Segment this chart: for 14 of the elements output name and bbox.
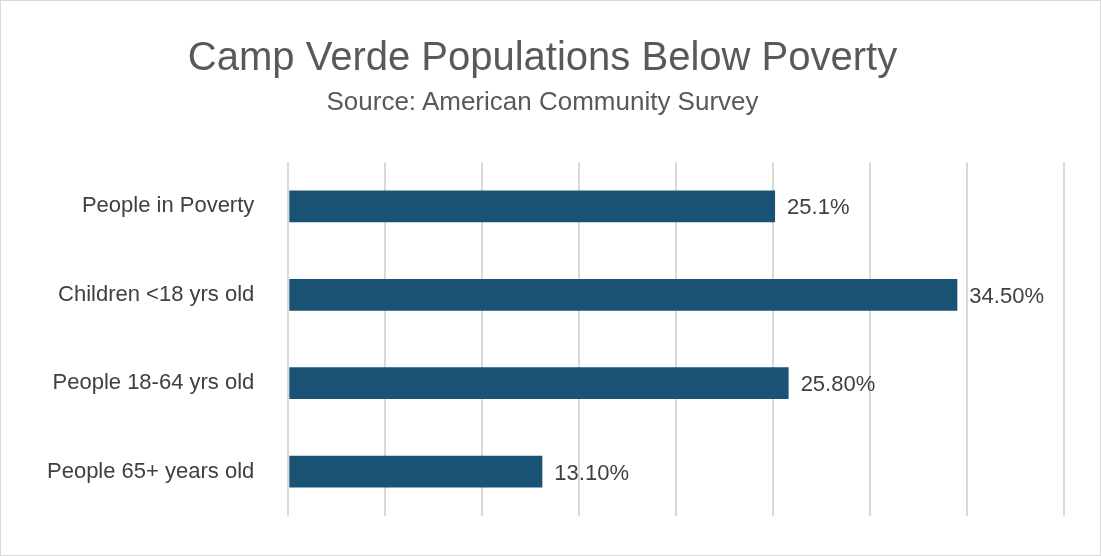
bar xyxy=(289,278,958,311)
chart-subtitle: Source: American Community Survey xyxy=(326,85,759,116)
y-tick-label: Children <18 yrs old xyxy=(58,280,255,306)
y-tick-label: People in Poverty xyxy=(81,192,255,218)
data-label: 34.50% xyxy=(969,282,1044,308)
bar xyxy=(289,190,776,223)
bar xyxy=(289,367,789,400)
chart-title: Camp Verde Populations Below Poverty xyxy=(187,34,898,79)
y-tick-label: People 65+ years old xyxy=(46,457,255,483)
data-label: 25.1% xyxy=(787,194,850,220)
data-label: 25.80% xyxy=(800,371,876,397)
bar xyxy=(289,455,543,488)
y-tick-label: People 18-64 yrs old xyxy=(52,369,255,395)
data-label: 13.10% xyxy=(554,459,629,485)
